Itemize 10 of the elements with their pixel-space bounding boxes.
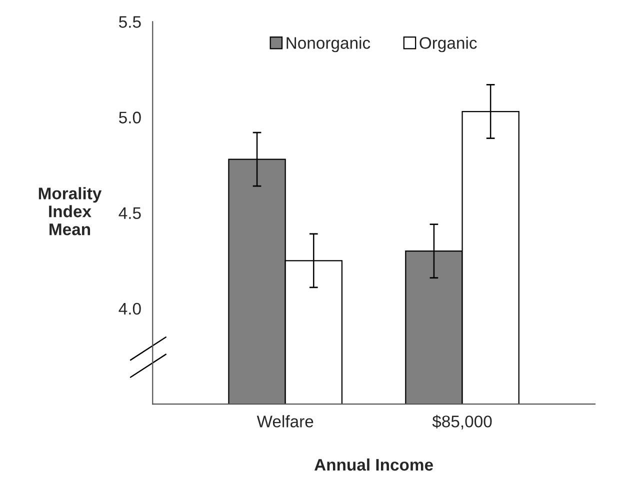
legend-label: Nonorganic — [286, 36, 370, 52]
x-tick-label: $85,000 — [432, 414, 492, 430]
y-axis-title: Morality Index Mean — [38, 187, 102, 236]
y-tick-label: 5.5 — [119, 16, 141, 28]
x-axis-title: Annual Income — [314, 458, 433, 471]
y-tick-label: 4.5 — [118, 207, 141, 220]
x-tick-label: Welfare — [256, 415, 314, 428]
legend-label: Organic — [420, 36, 477, 52]
y-tick-label: 5.0 — [119, 112, 141, 124]
y-tick-label: 4.0 — [118, 302, 141, 315]
